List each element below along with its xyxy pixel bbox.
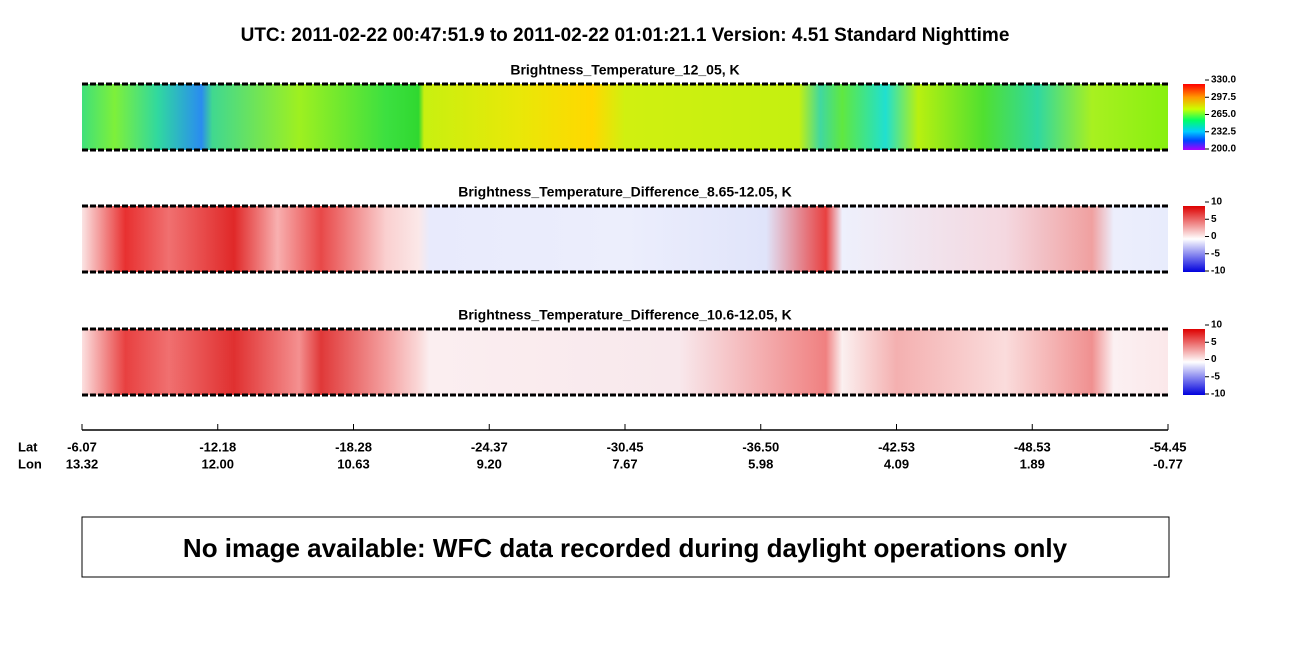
colorbar-label: 330.0 xyxy=(1211,75,1236,86)
data-strip xyxy=(82,206,1168,272)
colorbar-label: 0 xyxy=(1211,231,1217,242)
message-box xyxy=(81,516,1170,578)
lat-tick-label: -12.18 xyxy=(199,439,236,454)
data-strip xyxy=(82,84,1168,150)
colorbar-label: 5 xyxy=(1211,337,1217,348)
colorbar-label: 0 xyxy=(1211,354,1217,365)
lon-label: Lon xyxy=(18,456,42,471)
colorbar-label: -5 xyxy=(1211,248,1220,259)
colorbar-label: -5 xyxy=(1211,371,1220,382)
colorbar xyxy=(1183,84,1205,150)
lat-tick-label: -54.45 xyxy=(1150,439,1187,454)
colorbar-label: 200.0 xyxy=(1211,144,1236,155)
lat-tick-label: -6.07 xyxy=(67,439,97,454)
colorbar-label: 5 xyxy=(1211,214,1217,225)
lon-tick-label: 5.98 xyxy=(748,456,773,471)
lat-tick-label: -24.37 xyxy=(471,439,508,454)
colorbar-label: -10 xyxy=(1211,389,1226,400)
lat-tick-label: -42.53 xyxy=(878,439,915,454)
panel-title: Brightness_Temperature_Difference_8.65-1… xyxy=(458,184,792,200)
message: No image available: WFC data recorded du… xyxy=(183,533,1068,563)
colorbar-label: 10 xyxy=(1211,320,1223,331)
lat-tick-label: -48.53 xyxy=(1014,439,1051,454)
lon-tick-label: 12.00 xyxy=(201,456,234,471)
data-strip xyxy=(82,329,1168,395)
lon-tick-label: 13.32 xyxy=(66,456,99,471)
colorbar-label: 10 xyxy=(1211,197,1223,208)
lat-label: Lat xyxy=(18,439,38,454)
panel-title: Brightness_Temperature_Difference_10.6-1… xyxy=(458,307,792,323)
lon-tick-label: -0.77 xyxy=(1153,456,1183,471)
lon-tick-label: 9.20 xyxy=(477,456,502,471)
lat-tick-label: -36.50 xyxy=(742,439,779,454)
lat-tick-label: -30.45 xyxy=(607,439,644,454)
colorbar xyxy=(1183,329,1205,395)
colorbar-label: 232.5 xyxy=(1211,126,1236,137)
page-title: UTC: 2011-02-22 00:47:51.9 to 2011-02-22… xyxy=(241,25,1010,46)
colorbar xyxy=(1183,206,1205,272)
colorbar-label: 297.5 xyxy=(1211,92,1236,103)
lon-tick-label: 7.67 xyxy=(612,456,637,471)
panel-title: Brightness_Temperature_12_05, K xyxy=(510,62,739,78)
lon-tick-label: 4.09 xyxy=(884,456,909,471)
lon-tick-label: 1.89 xyxy=(1020,456,1045,471)
lat-tick-label: -18.28 xyxy=(335,439,372,454)
colorbar-label: -10 xyxy=(1211,266,1226,277)
lon-tick-label: 10.63 xyxy=(337,456,370,471)
colorbar-label: 265.0 xyxy=(1211,109,1236,120)
